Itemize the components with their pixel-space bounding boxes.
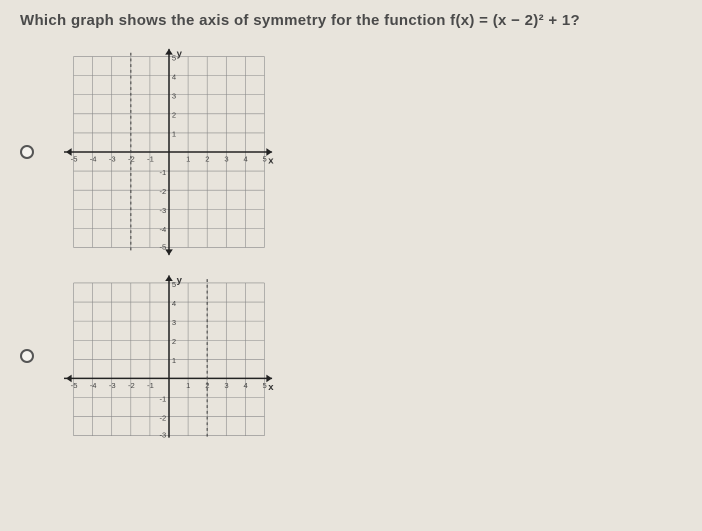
y-axis-label: y <box>177 49 183 60</box>
graph-2: -5 -4 -3 -2 -1 1 2 3 4 5 5 4 3 2 1 -1 -2… <box>64 273 274 438</box>
svg-text:-2: -2 <box>159 413 166 422</box>
svg-text:2: 2 <box>205 381 209 390</box>
svg-text:-4: -4 <box>159 225 167 234</box>
svg-text:-2: -2 <box>159 187 166 196</box>
svg-text:-5: -5 <box>71 155 78 164</box>
svg-text:5: 5 <box>263 381 267 390</box>
svg-text:2: 2 <box>205 155 209 164</box>
svg-text:3: 3 <box>224 381 228 390</box>
svg-text:-1: -1 <box>147 381 154 390</box>
question-text: Which graph shows the axis of symmetry f… <box>20 12 682 29</box>
svg-text:-3: -3 <box>109 381 116 390</box>
svg-text:3: 3 <box>172 92 176 101</box>
svg-text:3: 3 <box>224 155 228 164</box>
svg-text:-3: -3 <box>109 155 116 164</box>
svg-text:-4: -4 <box>90 381 98 390</box>
svg-text:-5: -5 <box>159 242 166 251</box>
svg-text:-2: -2 <box>128 381 135 390</box>
y-tick-labels: 5 4 3 2 1 -1 -2 -3 <box>159 280 176 438</box>
svg-text:1: 1 <box>186 155 190 164</box>
radio-option-1[interactable] <box>20 145 34 159</box>
svg-text:1: 1 <box>172 356 176 365</box>
svg-text:-1: -1 <box>159 168 166 177</box>
y-axis-label: y <box>177 275 183 286</box>
svg-text:4: 4 <box>243 155 248 164</box>
option-1[interactable]: -5 -4 -3 -2 -1 1 2 3 4 5 5 4 3 2 1 -1 -2… <box>20 47 682 257</box>
graph-1: -5 -4 -3 -2 -1 1 2 3 4 5 5 4 3 2 1 -1 -2… <box>64 47 274 257</box>
svg-text:4: 4 <box>172 299 177 308</box>
radio-option-2[interactable] <box>20 349 34 363</box>
svg-text:2: 2 <box>172 111 176 120</box>
svg-text:5: 5 <box>172 280 176 289</box>
svg-text:1: 1 <box>186 381 190 390</box>
svg-text:-3: -3 <box>159 431 166 438</box>
x-axis-label: x <box>268 155 274 166</box>
arrow-down-icon <box>165 249 173 255</box>
option-2[interactable]: -5 -4 -3 -2 -1 1 2 3 4 5 5 4 3 2 1 -1 -2… <box>20 273 682 438</box>
svg-text:4: 4 <box>243 381 248 390</box>
svg-text:5: 5 <box>172 53 176 62</box>
svg-text:4: 4 <box>172 72 177 81</box>
svg-text:3: 3 <box>172 318 176 327</box>
svg-text:-3: -3 <box>159 206 166 215</box>
x-axis-label: x <box>268 382 274 393</box>
svg-text:-2: -2 <box>128 155 135 164</box>
svg-text:-4: -4 <box>90 155 98 164</box>
svg-text:-5: -5 <box>71 381 78 390</box>
svg-text:1: 1 <box>172 130 176 139</box>
svg-text:-1: -1 <box>147 155 154 164</box>
svg-text:5: 5 <box>263 155 267 164</box>
svg-text:2: 2 <box>172 337 176 346</box>
svg-text:-1: -1 <box>159 394 166 403</box>
